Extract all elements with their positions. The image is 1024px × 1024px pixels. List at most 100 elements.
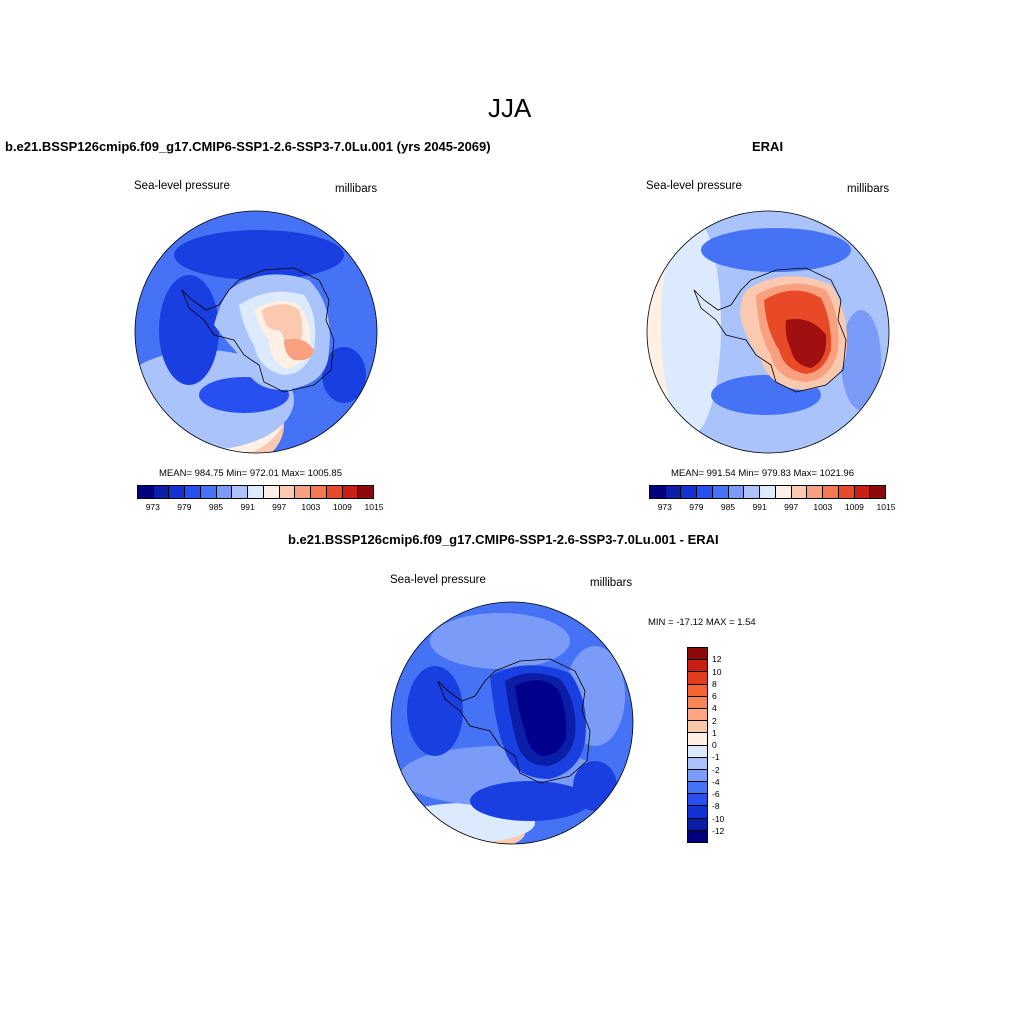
colorbar-swatch bbox=[688, 818, 707, 831]
colorbar-swatch bbox=[838, 486, 855, 498]
colorbar-tick-label: 1 bbox=[712, 727, 717, 738]
panel-1-colorbar bbox=[137, 485, 374, 499]
panel-2-units-label: millibars bbox=[847, 183, 890, 195]
colorbar-tick-label: -8 bbox=[712, 801, 720, 812]
figure-title: JJA bbox=[488, 93, 532, 123]
panel-2-stats: MEAN= 991.54 Min= 979.83 Max= 1021.96 bbox=[671, 468, 854, 479]
colorbar-tick-label: 2 bbox=[712, 715, 717, 726]
colorbar-swatch bbox=[650, 486, 666, 498]
panel-1-stats: MEAN= 984.75 Min= 972.01 Max= 1005.85 bbox=[159, 468, 342, 479]
colorbar-tick-label: 997 bbox=[272, 502, 287, 512]
colorbar-swatch bbox=[138, 486, 154, 498]
panel-2-colorbar bbox=[649, 485, 886, 499]
colorbar-swatch bbox=[807, 486, 824, 498]
colorbar-swatch bbox=[791, 486, 808, 498]
colorbar-tick-label: 997 bbox=[784, 502, 799, 512]
colorbar-tick-label: -6 bbox=[712, 789, 720, 799]
colorbar-swatch bbox=[688, 745, 707, 758]
panel-3-stats: MIN = -17.12 MAX = 1.54 bbox=[648, 617, 756, 628]
colorbar-swatch bbox=[688, 782, 707, 795]
panel-3-colorbar bbox=[687, 647, 708, 843]
colorbar-swatch bbox=[688, 696, 707, 709]
panel-1-variable-label: Sea-level pressure bbox=[134, 180, 230, 192]
colorbar-tick-label: 1003 bbox=[301, 502, 321, 512]
colorbar-tick-label: -4 bbox=[712, 776, 720, 787]
panel-2-title: ERAI bbox=[752, 139, 784, 154]
colorbar-swatch bbox=[760, 486, 776, 498]
colorbar-swatch bbox=[681, 486, 698, 498]
colorbar-swatch bbox=[823, 486, 839, 498]
colorbar-tick-label: 1009 bbox=[844, 502, 864, 512]
colorbar-swatch bbox=[326, 486, 343, 498]
colorbar-tick-label: 973 bbox=[145, 502, 160, 512]
colorbar-tick-label: -10 bbox=[712, 813, 725, 824]
colorbar-tick-label: 1009 bbox=[332, 502, 352, 512]
colorbar-swatch bbox=[775, 486, 792, 498]
colorbar-swatch bbox=[688, 672, 707, 685]
colorbar-swatch bbox=[248, 486, 264, 498]
colorbar-swatch bbox=[688, 733, 707, 746]
colorbar-tick-label: 973 bbox=[657, 502, 672, 512]
panel-1-units-label: millibars bbox=[335, 183, 378, 195]
colorbar-tick-label: -2 bbox=[712, 764, 720, 775]
colorbar-swatch bbox=[728, 486, 745, 498]
colorbar-tick-label: -1 bbox=[712, 752, 720, 763]
colorbar-tick-label: 1015 bbox=[364, 502, 384, 512]
colorbar-tick-label: 985 bbox=[208, 502, 224, 512]
colorbar-tick-label: 1003 bbox=[813, 502, 833, 512]
colorbar-swatch bbox=[311, 486, 327, 498]
colorbar-swatch bbox=[870, 486, 886, 498]
colorbar-tick-label: 1015 bbox=[876, 502, 896, 512]
panel-3-units-label: millibars bbox=[590, 577, 633, 589]
colorbar-swatch bbox=[295, 486, 312, 498]
colorbar-swatch bbox=[688, 830, 707, 842]
colorbar-tick-label: -12 bbox=[712, 825, 725, 836]
colorbar-tick-label: 979 bbox=[689, 502, 704, 512]
colorbar-tick-label: 10 bbox=[712, 666, 722, 677]
colorbar-tick-label: 979 bbox=[177, 502, 192, 512]
panel-2-polar-map bbox=[646, 210, 890, 454]
colorbar-swatch bbox=[854, 486, 871, 498]
colorbar-swatch bbox=[688, 757, 707, 770]
colorbar-tick-label: 985 bbox=[720, 502, 736, 512]
colorbar-swatch bbox=[232, 486, 249, 498]
colorbar-swatch bbox=[153, 486, 170, 498]
colorbar-tick-label: 8 bbox=[712, 678, 717, 689]
colorbar-tick-label: 12 bbox=[712, 654, 722, 665]
colorbar-swatch bbox=[744, 486, 761, 498]
colorbar-swatch bbox=[712, 486, 729, 498]
colorbar-swatch bbox=[688, 806, 707, 819]
panel-1-colorbar-ticks: 973 979 985 991 997 1003 1009 1015 bbox=[137, 502, 384, 514]
panel-2-colorbar-ticks: 973 979 985 991 997 1003 1009 1015 bbox=[649, 502, 896, 514]
colorbar-swatch bbox=[688, 769, 707, 783]
colorbar-swatch bbox=[169, 486, 186, 498]
colorbar-swatch bbox=[263, 486, 280, 498]
colorbar-swatch bbox=[200, 486, 217, 498]
panel-3-colorbar-ticks: 12 10 8 6 4 2 1 0 -1 -2 -4 -6 -8 -10 -12 bbox=[712, 647, 752, 843]
colorbar-swatch bbox=[185, 486, 201, 498]
colorbar-swatch bbox=[342, 486, 359, 498]
panel-2-variable-label: Sea-level pressure bbox=[646, 180, 742, 192]
colorbar-swatch bbox=[279, 486, 296, 498]
panel-1-title: b.e21.BSSP126cmip6.f09_g17.CMIP6-SSP1-2.… bbox=[5, 139, 491, 154]
colorbar-tick-label: 6 bbox=[712, 691, 717, 701]
colorbar-swatch bbox=[688, 684, 707, 697]
colorbar-tick-label: 0 bbox=[712, 740, 717, 750]
colorbar-swatch bbox=[665, 486, 682, 498]
colorbar-swatch bbox=[688, 660, 707, 673]
colorbar-swatch bbox=[688, 794, 707, 807]
colorbar-tick-label: 991 bbox=[752, 502, 767, 512]
panel-3-polar-map bbox=[390, 601, 634, 845]
colorbar-swatch bbox=[358, 486, 374, 498]
panel-3-title: b.e21.BSSP126cmip6.f09_g17.CMIP6-SSP1-2.… bbox=[288, 532, 719, 547]
colorbar-swatch bbox=[688, 721, 707, 734]
colorbar-tick-label: 991 bbox=[240, 502, 255, 512]
panel-3-variable-label: Sea-level pressure bbox=[390, 574, 486, 586]
colorbar-swatch bbox=[688, 708, 707, 722]
colorbar-tick-label: 4 bbox=[712, 703, 717, 714]
colorbar-swatch bbox=[697, 486, 713, 498]
colorbar-swatch bbox=[216, 486, 233, 498]
colorbar-swatch bbox=[688, 648, 707, 661]
panel-1-polar-map bbox=[134, 210, 378, 454]
